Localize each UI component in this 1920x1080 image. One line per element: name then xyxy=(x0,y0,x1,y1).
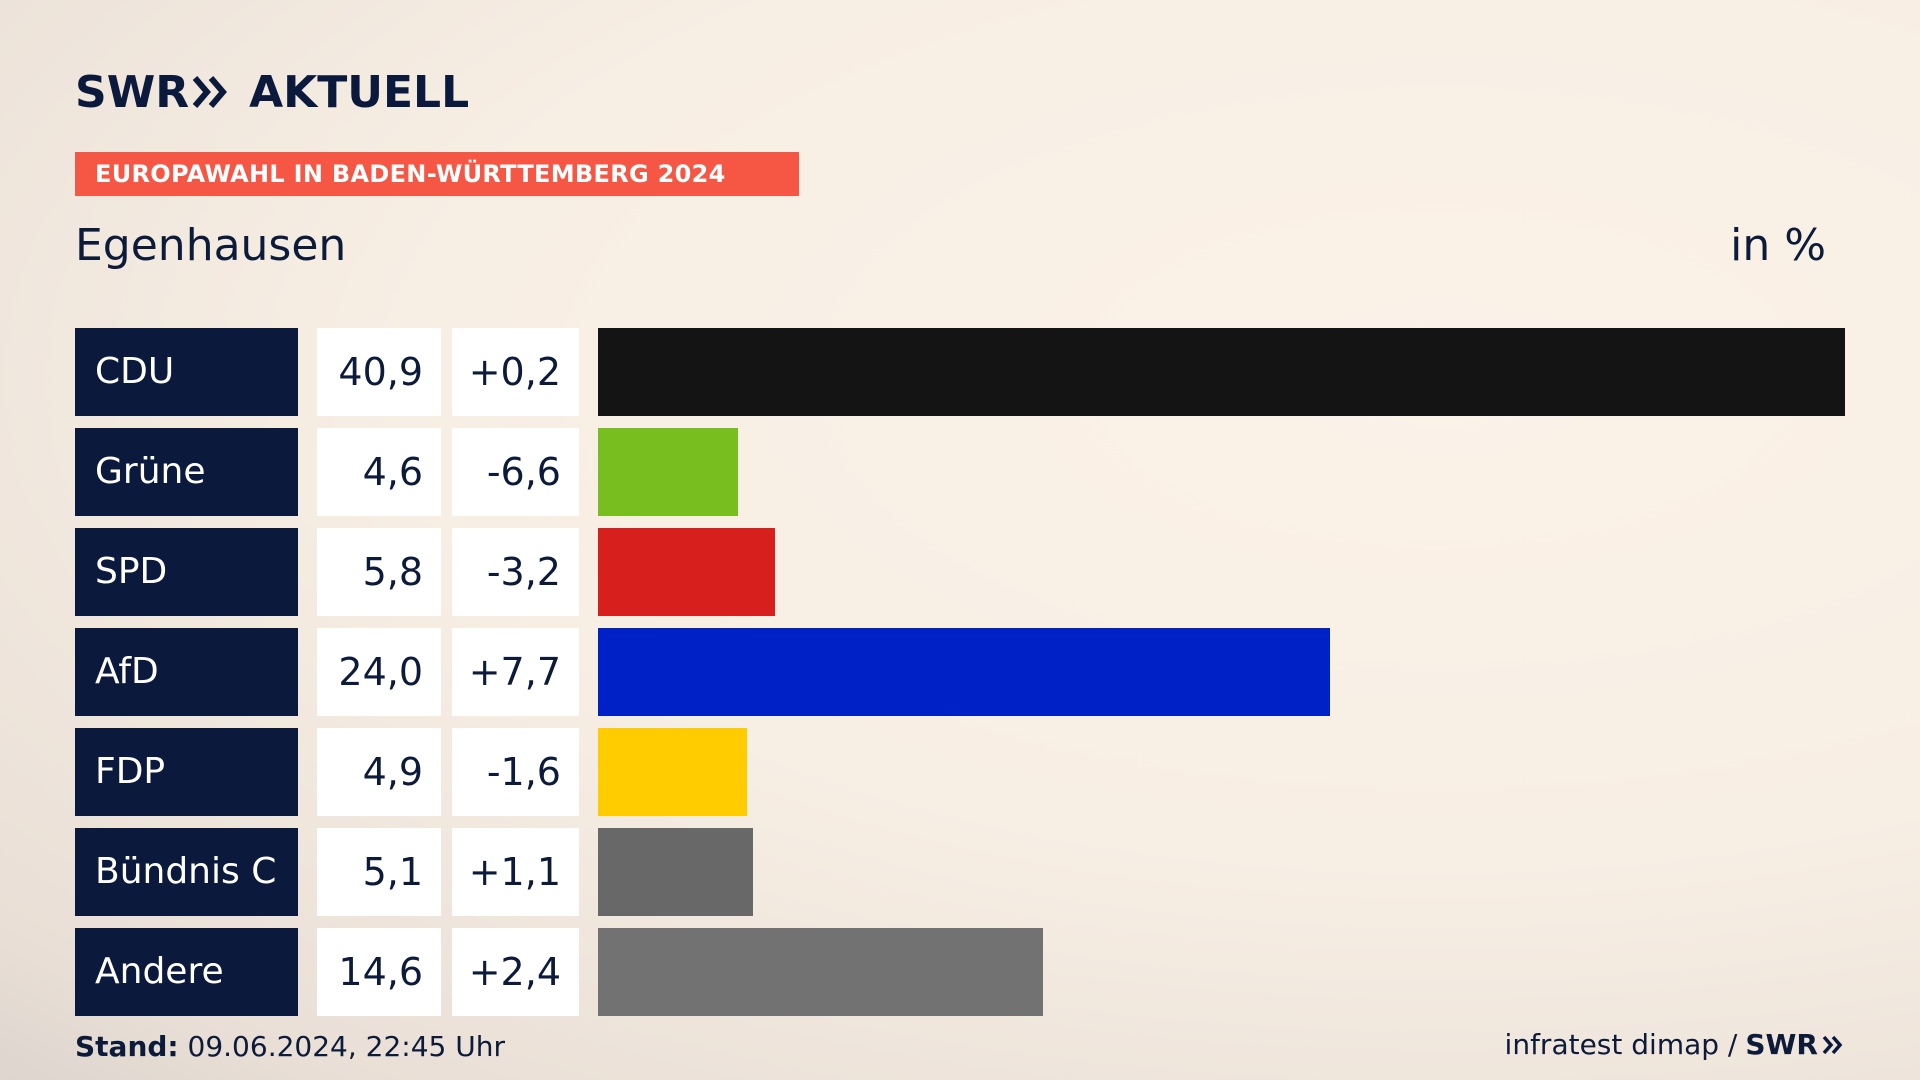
party-label: Grüne xyxy=(75,428,298,516)
vote-share-value: 24,0 xyxy=(317,628,441,716)
vote-share-bar xyxy=(598,528,775,616)
vote-share-bar xyxy=(598,928,1043,1016)
party-label: SPD xyxy=(75,528,298,616)
party-label: FDP xyxy=(75,728,298,816)
vote-change-value: -3,2 xyxy=(452,528,579,616)
logo-swr-text: SWR xyxy=(75,66,190,118)
vote-share-value: 5,8 xyxy=(317,528,441,616)
source-credit: infratest dimap / SWR xyxy=(1505,1028,1844,1061)
vote-share-value: 4,9 xyxy=(317,728,441,816)
source-text: infratest dimap / xyxy=(1504,1028,1738,1061)
vote-change-value: -6,6 xyxy=(452,428,579,516)
party-label: CDU xyxy=(75,328,298,416)
party-label: Bündnis C xyxy=(75,828,298,916)
vote-share-bar xyxy=(598,728,747,816)
party-label: Andere xyxy=(75,928,298,1016)
vote-share-value: 14,6 xyxy=(317,928,441,1016)
vote-share-bar xyxy=(598,828,753,916)
vote-share-bar xyxy=(598,428,738,516)
timestamp: Stand: 09.06.2024, 22:45 Uhr xyxy=(75,1030,505,1063)
vote-share-value: 4,6 xyxy=(317,428,441,516)
vote-share-value: 5,1 xyxy=(317,828,441,916)
vote-change-value: +0,2 xyxy=(452,328,579,416)
election-banner: EUROPAWAHL IN BADEN-WÜRTTEMBERG 2024 xyxy=(75,152,799,196)
party-label: AfD xyxy=(75,628,298,716)
vote-change-value: +2,4 xyxy=(452,928,579,1016)
footer-brand-text: SWR xyxy=(1745,1028,1818,1061)
vote-share-bar xyxy=(598,328,1845,416)
vote-share-value: 40,9 xyxy=(317,328,441,416)
logo-aktuell-text: AKTUELL xyxy=(249,66,470,118)
unit-label: in % xyxy=(1730,220,1826,271)
vote-share-bar xyxy=(598,628,1330,716)
stand-value: 09.06.2024, 22:45 Uhr xyxy=(187,1030,505,1063)
double-chevron-icon xyxy=(192,76,228,108)
vote-change-value: +1,1 xyxy=(452,828,579,916)
footer-brand: SWR xyxy=(1745,1028,1844,1061)
swr-aktuell-logo: SWR AKTUELL xyxy=(75,66,469,118)
stand-label: Stand: xyxy=(75,1030,179,1063)
place-title: Egenhausen xyxy=(75,220,347,271)
vote-change-value: -1,6 xyxy=(452,728,579,816)
vote-change-value: +7,7 xyxy=(452,628,579,716)
small-double-chevron-icon xyxy=(1822,1035,1843,1054)
